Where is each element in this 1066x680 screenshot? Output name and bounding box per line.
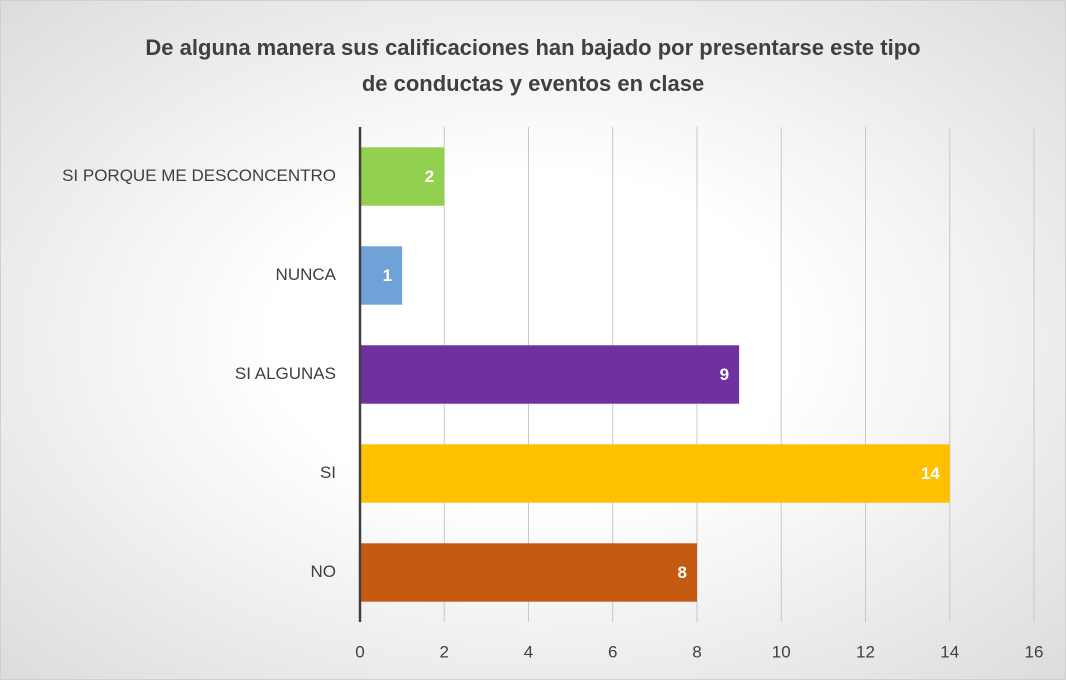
y-tick-label: NUNCA — [276, 265, 337, 284]
x-tick-label: 2 — [440, 642, 449, 661]
chart-title: De alguna manera sus calificaciones han … — [145, 35, 921, 96]
data-label: 2 — [425, 167, 434, 186]
y-tick-label: SI — [320, 463, 336, 482]
x-tick-label: 10 — [772, 642, 791, 661]
bar — [360, 543, 697, 602]
y-tick-label: NO — [311, 562, 337, 581]
x-tick-label: 8 — [692, 642, 701, 661]
y-tick-label: SI PORQUE ME DESCONCENTRO — [62, 166, 336, 185]
y-tick-label: SI ALGUNAS — [235, 364, 336, 383]
x-tick-label: 0 — [355, 642, 364, 661]
data-label: 14 — [921, 464, 940, 483]
x-tick-label: 4 — [524, 642, 533, 661]
data-label: 1 — [383, 266, 392, 285]
bar — [360, 147, 445, 206]
data-label: 8 — [678, 563, 687, 582]
bar — [360, 345, 740, 404]
x-tick-label: 12 — [856, 642, 875, 661]
x-tick-label: 14 — [940, 642, 959, 661]
data-label: 9 — [720, 365, 729, 384]
x-tick-label: 6 — [608, 642, 617, 661]
bar — [360, 246, 403, 305]
x-tick-label: 16 — [1025, 642, 1044, 661]
bar — [360, 444, 950, 503]
